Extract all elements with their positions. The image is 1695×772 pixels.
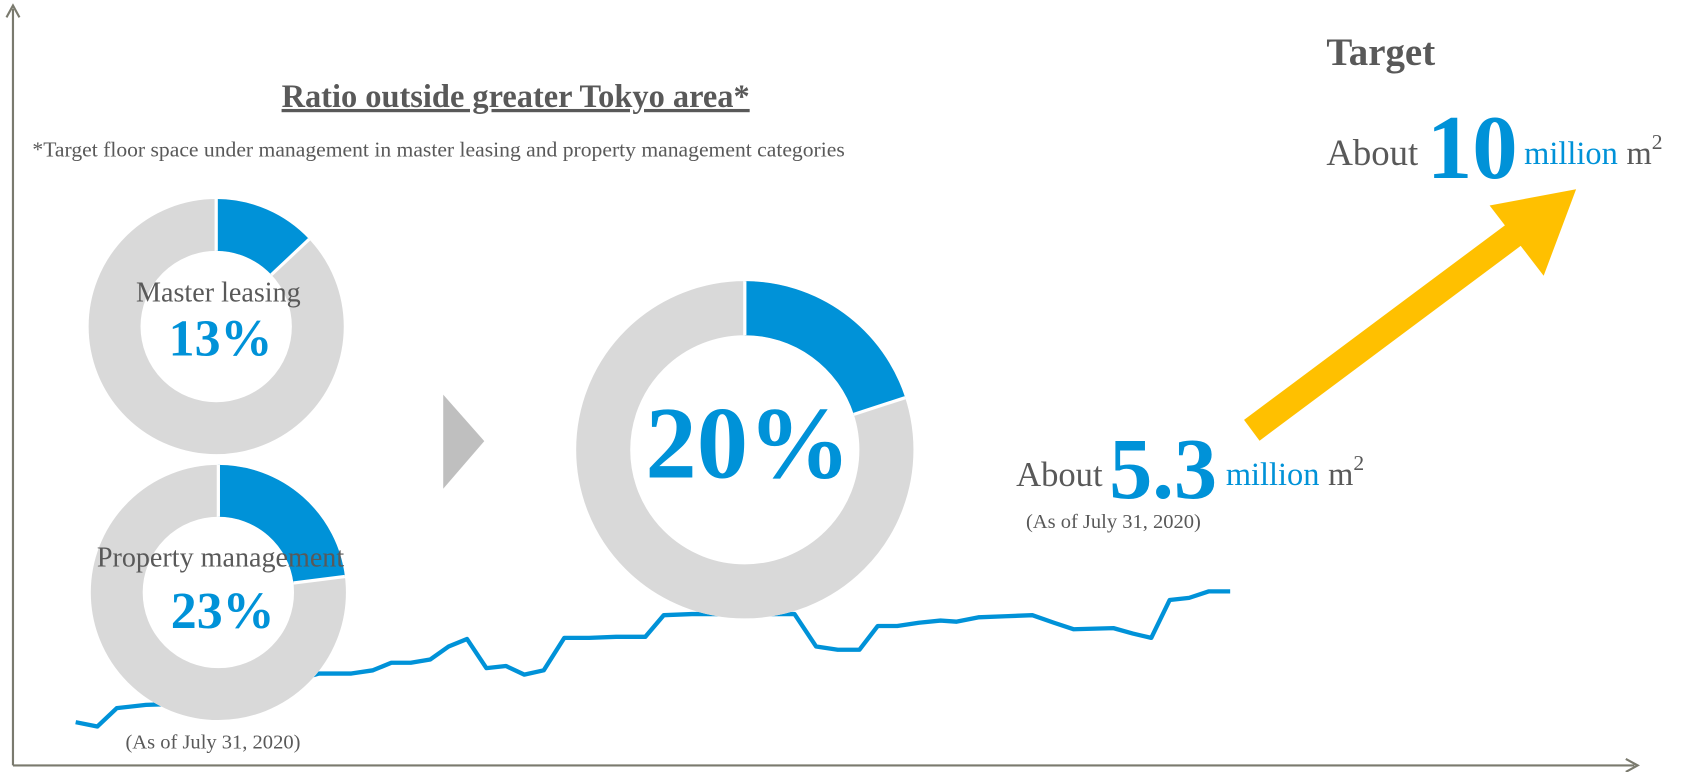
y-axis-arrow bbox=[5, 3, 21, 18]
growth-arrow bbox=[1244, 216, 1532, 441]
x-axis-arrow bbox=[1625, 757, 1640, 772]
current-date: (As of July 31, 2020) bbox=[1026, 511, 1201, 533]
donut-segment bbox=[744, 281, 906, 416]
triangle-arrow bbox=[443, 394, 485, 489]
growth-arrow-head bbox=[1489, 189, 1577, 276]
target-heading: Target bbox=[1326, 31, 1435, 74]
current-unit2: m bbox=[1328, 457, 1353, 493]
donut-segment bbox=[215, 198, 310, 276]
target-value: 10 bbox=[1427, 97, 1518, 198]
target-unit2: m bbox=[1626, 136, 1651, 172]
donut-label: Property management bbox=[97, 542, 344, 573]
trend-line bbox=[75, 589, 1231, 729]
target-text: About 10 million m2 bbox=[1326, 97, 1662, 198]
title: Ratio outside greater Tokyo area* bbox=[282, 79, 750, 115]
current-text: About5.3 million m2 bbox=[1016, 421, 1364, 517]
target-prefix: About bbox=[1326, 132, 1418, 173]
current-value: 5.3 bbox=[1109, 421, 1217, 517]
target-ratio-value: 20% bbox=[645, 387, 850, 501]
footnote: *Target floor space under management in … bbox=[32, 137, 844, 161]
target-sup: 2 bbox=[1652, 130, 1663, 154]
donut-value: 23% bbox=[171, 583, 275, 640]
target-unit: million bbox=[1524, 136, 1618, 172]
donut-separator bbox=[270, 238, 311, 276]
current-unit: million bbox=[1226, 457, 1320, 493]
donut-label: Master leasing bbox=[136, 278, 301, 309]
donut-separator bbox=[293, 574, 346, 585]
donut-segment bbox=[217, 464, 345, 584]
current-prefix: About bbox=[1016, 456, 1103, 494]
current-sup: 2 bbox=[1353, 451, 1364, 475]
donut-separator bbox=[853, 396, 906, 416]
donut-value: 13% bbox=[169, 311, 273, 368]
donuts-date: (As of July 31, 2020) bbox=[125, 732, 300, 754]
